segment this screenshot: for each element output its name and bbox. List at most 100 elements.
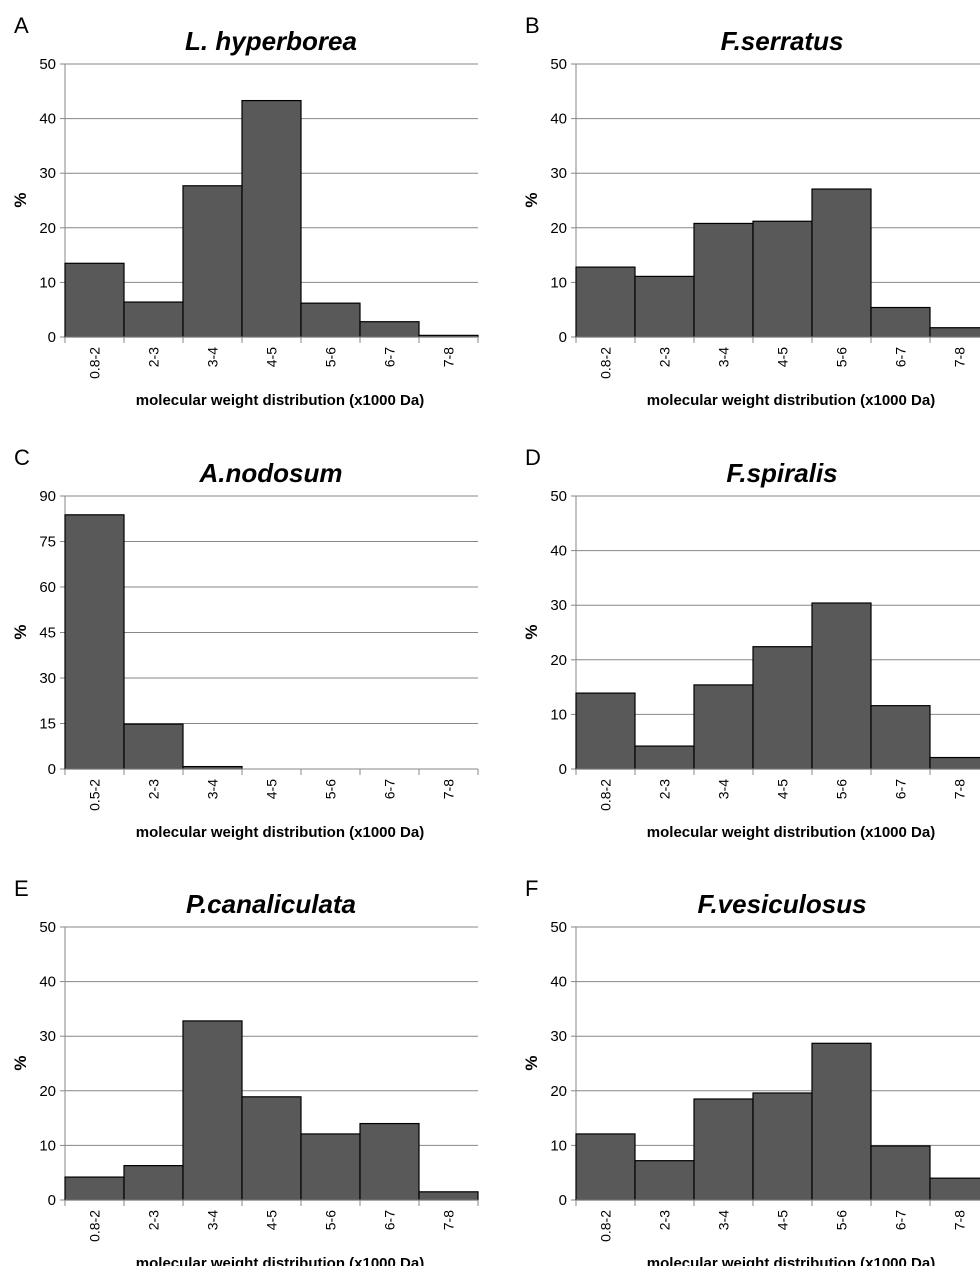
x-tick-label: 7-8: [952, 1210, 968, 1230]
x-tick-label: 7-8: [441, 779, 457, 799]
bar-3-4: [182, 185, 243, 338]
x-tick-label: 0.5-2: [87, 779, 103, 811]
x-tick-label: 2-3: [657, 1210, 673, 1230]
x-tick-label: 0.8-2: [87, 347, 103, 379]
bar-4-5: [241, 1096, 302, 1201]
y-tick-label: 45: [39, 625, 56, 642]
y-axis-label: %: [522, 192, 541, 207]
y-tick-label: 20: [39, 1083, 56, 1100]
bar-0.8-2: [575, 1133, 636, 1201]
panel-letter: E: [14, 876, 29, 901]
y-tick-label: 90: [39, 488, 56, 505]
x-tick-label: 3-4: [716, 1210, 732, 1230]
x-tick-label: 3-4: [205, 1210, 221, 1230]
y-axis-label: %: [11, 624, 30, 639]
y-tick-label: 10: [550, 1137, 567, 1154]
x-axis-label: molecular weight distribution (x1000 Da): [136, 1255, 424, 1266]
x-tick-label: 2-3: [146, 779, 162, 799]
bar-5-6: [300, 1133, 361, 1201]
y-tick-label: 40: [550, 543, 567, 560]
y-tick-label: 50: [550, 919, 567, 936]
bar-6-7: [870, 705, 931, 770]
chart-panel-f: F F.vesiculosus 0 10 20 30 40 50 0.8-2 2-3 3-4 4-5 5…: [522, 876, 980, 1266]
x-tick-label: 2-3: [657, 347, 673, 367]
y-tick-label: 50: [550, 488, 567, 505]
bar-4-5: [752, 220, 813, 338]
x-axis-label: molecular weight distribution (x1000 Da): [647, 824, 935, 841]
chart-panel-e: E P.canaliculata 0 10 20 30 40 50 0.8-2 2-3 3-4 4-5…: [11, 876, 479, 1266]
y-tick-label: 40: [550, 111, 567, 128]
y-tick-label: 50: [39, 56, 56, 73]
x-tick-label: 3-4: [716, 347, 732, 367]
y-tick-label: 30: [39, 670, 56, 687]
y-tick-label: 0: [559, 329, 567, 346]
x-tick-label: 0.8-2: [598, 1210, 614, 1242]
bar-5-6: [811, 188, 872, 338]
y-tick-label: 30: [550, 597, 567, 614]
x-axis-label: molecular weight distribution (x1000 Da): [647, 392, 935, 409]
bar-6-7: [870, 306, 931, 338]
y-tick-label: 75: [39, 534, 56, 551]
chart-title: F.vesiculosus: [697, 889, 866, 919]
y-tick-label: 20: [550, 1083, 567, 1100]
bar-0.8-2: [575, 692, 636, 770]
x-tick-label: 0.8-2: [598, 347, 614, 379]
bar-3-4: [693, 684, 754, 770]
bar-0.5-2: [64, 514, 125, 770]
x-tick-label: 4-5: [775, 347, 791, 367]
x-tick-label: 3-4: [205, 779, 221, 799]
x-axis-label: molecular weight distribution (x1000 Da): [136, 392, 424, 409]
panel-letter: F: [525, 876, 538, 901]
bar-7-8: [929, 756, 980, 770]
y-axis-label: %: [11, 1055, 30, 1070]
bar-0.8-2: [64, 1176, 125, 1201]
bar-2-3: [634, 745, 695, 770]
x-tick-label: 5-6: [834, 779, 850, 799]
chart-title: A.nodosum: [199, 458, 343, 488]
bar-7-8: [929, 327, 980, 338]
x-tick-label: 5-6: [323, 347, 339, 367]
bar-2-3: [123, 1165, 184, 1201]
panel-letter: A: [14, 13, 29, 38]
y-tick-label: 20: [550, 220, 567, 237]
x-tick-label: 6-7: [893, 779, 909, 799]
bar-2-3: [634, 275, 695, 338]
x-tick-label: 5-6: [323, 779, 339, 799]
x-tick-label: 2-3: [657, 779, 673, 799]
x-tick-label: 7-8: [441, 347, 457, 367]
chart-title: L. hyperborea: [185, 26, 357, 56]
bar-2-3: [123, 301, 184, 338]
y-tick-label: 60: [39, 579, 56, 596]
x-tick-label: 2-3: [146, 347, 162, 367]
x-tick-label: 4-5: [264, 347, 280, 367]
y-axis-label: %: [11, 192, 30, 207]
y-tick-label: 30: [550, 165, 567, 182]
x-tick-label: 2-3: [146, 1210, 162, 1230]
chart-title: F.serratus: [721, 26, 844, 56]
chart-panel-a: A L. hyperborea 0 10 20 30 40 50 0.8-2 2-3 3-4 4-5 5…: [11, 13, 479, 409]
y-tick-label: 30: [39, 1028, 56, 1045]
y-tick-label: 10: [39, 1137, 56, 1154]
bar-7-8: [418, 1191, 479, 1201]
y-tick-label: 15: [39, 716, 56, 733]
x-tick-label: 5-6: [834, 347, 850, 367]
bar-3-4: [693, 1098, 754, 1201]
x-tick-label: 6-7: [893, 1210, 909, 1230]
y-tick-label: 10: [39, 274, 56, 291]
bar-3-4: [182, 1020, 243, 1201]
y-tick-label: 40: [550, 974, 567, 991]
y-tick-label: 10: [550, 274, 567, 291]
y-tick-label: 50: [550, 56, 567, 73]
chart-title: F.spiralis: [726, 458, 837, 488]
x-tick-label: 7-8: [952, 779, 968, 799]
x-tick-label: 6-7: [382, 779, 398, 799]
x-tick-label: 4-5: [775, 779, 791, 799]
y-tick-label: 10: [550, 706, 567, 723]
y-tick-label: 40: [39, 111, 56, 128]
bar-4-5: [752, 646, 813, 770]
bar-4-5: [241, 99, 302, 338]
y-tick-label: 40: [39, 974, 56, 991]
bar-2-3: [123, 723, 184, 770]
panel-letter: B: [525, 13, 540, 38]
